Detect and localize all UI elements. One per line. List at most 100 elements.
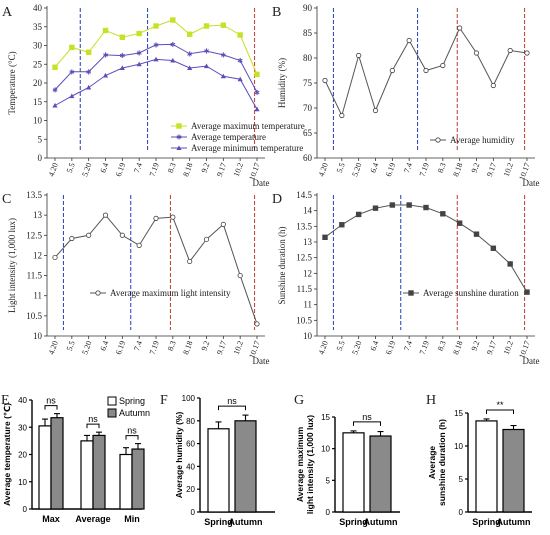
y-tick-label: 30 (33, 41, 43, 51)
x-tick-label: Autumn (229, 517, 263, 527)
data-point (136, 242, 142, 248)
y-tick-label: 13 (33, 210, 43, 220)
bar (475, 420, 498, 513)
data-point (153, 56, 159, 62)
x-tick-label: 6.19 (114, 340, 127, 356)
data-point: ✱ (220, 51, 226, 59)
y-tick-label: 11 (33, 291, 42, 301)
data-point (406, 37, 412, 44)
y-tick-label: 10.5 (26, 311, 42, 321)
data-point (524, 289, 530, 295)
x-tick-label: 10.2 (232, 162, 245, 178)
x-tick-label: Min (124, 514, 140, 524)
x-tick-label: Average (75, 514, 110, 524)
data-point (86, 84, 92, 90)
x-tick-label: Spring (472, 517, 501, 527)
y-tick-label: 10.5 (296, 315, 312, 325)
data-point (408, 290, 414, 296)
data-point: ✱ (254, 89, 260, 97)
x-tick-label: Spring (339, 517, 368, 527)
data-point (372, 107, 379, 114)
y-axis-label: Light intensity (1,000 lux) (7, 218, 17, 313)
y-tick-label: 13 (303, 237, 313, 247)
x-tick-label: 5.5 (65, 340, 77, 352)
x-tick-label: 5.20 (350, 340, 363, 356)
data-point (389, 67, 395, 74)
data-point (187, 258, 193, 265)
data-point (69, 93, 75, 99)
y-tick-label: 70 (303, 103, 313, 113)
data-point (490, 245, 497, 251)
data-point: ✱ (69, 68, 75, 76)
data-point (203, 63, 210, 69)
y-tick-label: 5 (38, 134, 43, 144)
y-tick-label: 10 (454, 442, 463, 451)
y-tick-label: 10 (321, 445, 330, 454)
data-point (237, 76, 243, 82)
bar (369, 435, 392, 513)
significance-bracket (353, 421, 381, 426)
bar (502, 428, 525, 513)
legend-swatch (107, 408, 117, 418)
x-axis-label: Date (523, 178, 540, 188)
line-chart-A: A 0 5 10 15 20 25 30 35 40 Temperature (°C) 4.20 5.5… (2, 3, 305, 188)
data-point (69, 235, 75, 242)
data-point (220, 22, 227, 28)
y-tick-label: 10 (33, 116, 43, 126)
y-axis-label: Temperature (°C) (7, 51, 17, 114)
data-point (473, 50, 480, 56)
y-tick-label: 60 (186, 440, 195, 449)
y-tick-label: 10 (33, 331, 43, 341)
data-point (356, 52, 362, 59)
x-tick-label: 9.2 (470, 340, 482, 352)
data-point (170, 214, 176, 220)
x-tick-label: 8.3 (436, 162, 448, 174)
series-line (54, 214, 258, 325)
series-line (54, 43, 258, 93)
data-point (440, 62, 446, 69)
data-point (339, 112, 345, 119)
data-point (176, 123, 182, 129)
x-tick-label: 4.20 (47, 162, 60, 178)
data-point: ✱ (237, 57, 243, 65)
x-tick-label: 8.18 (181, 162, 194, 178)
data-point (355, 211, 362, 218)
x-tick-label: Autumn (497, 517, 531, 527)
bar (38, 425, 52, 510)
panel-label: D (272, 192, 282, 207)
y-tick-label: 12 (303, 268, 312, 278)
x-tick-label: 5.5 (335, 162, 347, 174)
x-tick-label: Spring (204, 517, 233, 527)
data-point (423, 204, 429, 211)
x-axis-label: Date (253, 356, 270, 366)
y-tick-label: 10 (303, 331, 313, 341)
bar (80, 440, 94, 510)
x-tick-label: 8.18 (451, 162, 464, 178)
y-tick-label: 80 (303, 53, 313, 63)
x-tick-label: 9.2 (200, 340, 212, 352)
y-tick-label: 5 (326, 476, 331, 485)
data-point: ✱ (153, 41, 159, 49)
data-point (102, 72, 109, 78)
y-tick-label: 15 (454, 409, 463, 418)
data-point: ✱ (86, 68, 92, 76)
data-point (170, 57, 176, 63)
bar (131, 448, 145, 510)
x-tick-label: 5.5 (65, 162, 77, 174)
data-point (435, 137, 441, 143)
series-line (54, 58, 258, 110)
y-tick-label: 13.5 (26, 190, 42, 200)
x-tick-label: 7.4 (132, 162, 144, 174)
x-tick-label: 10.2 (232, 340, 245, 356)
line-chart-B: B 60 65 70 75 80 85 90 Humidity (%) 4.20 5.5 5.20 6.… (272, 3, 540, 188)
x-axis-label: Date (253, 178, 270, 188)
bar-chart-E: E 0 10 20 30 40 ns Max ns Average ns Min Average tem… (1, 393, 150, 524)
x-tick-label: 4.20 (47, 340, 60, 356)
x-tick-label: 9.17 (485, 340, 498, 356)
data-point (237, 32, 243, 38)
data-point: ✱ (204, 48, 210, 56)
data-point (254, 321, 260, 327)
data-point (339, 222, 345, 228)
